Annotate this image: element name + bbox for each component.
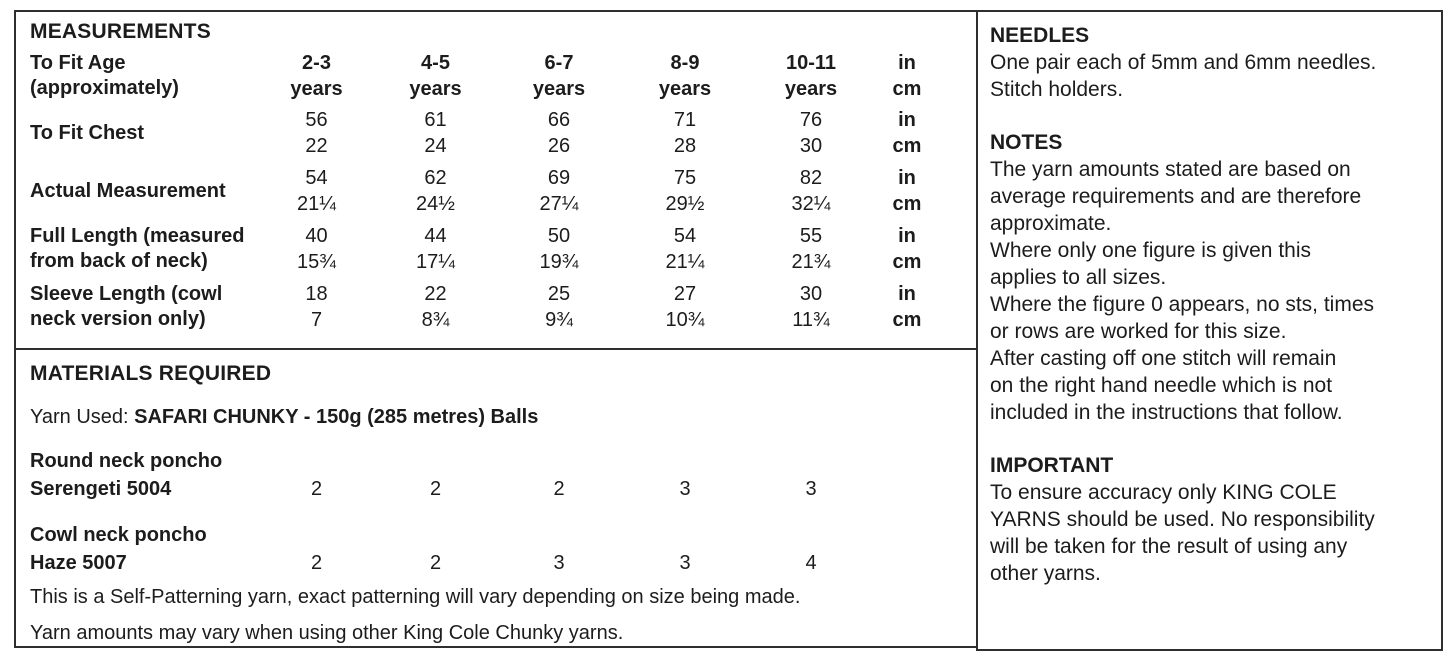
yarn-used-line: Yarn Used: SAFARI CHUNKY - 150g (285 met… <box>30 406 976 429</box>
info-sidebar: NEEDLES One pair each of 5mm and 6mm nee… <box>976 10 1443 651</box>
measurement-value: 71 28 <box>673 109 697 157</box>
notes-section: NOTES The yarn amounts stated are based … <box>990 129 1429 426</box>
units-column: in cm <box>892 283 922 331</box>
measurements-title: MEASUREMENTS <box>30 20 211 43</box>
yarn-used-value: SAFARI CHUNKY - 150g (285 metres) Balls <box>134 406 539 428</box>
measurement-value: 66 26 <box>547 109 571 157</box>
needles-title: NEEDLES <box>990 24 1090 47</box>
measurement-row-sleeve-length: Sleeve Length (cowl neck version only) 1… <box>30 278 976 336</box>
measurement-value: 50 19¾ <box>539 225 579 273</box>
ball-count: 3 <box>553 552 565 574</box>
measurement-value: 30 11¾ <box>792 283 830 331</box>
measurement-value: 44 17¼ <box>416 225 455 273</box>
size-column-header: 2-3 years <box>290 52 343 100</box>
yarn-row-cowl-neck-poncho: Cowl neck poncho Haze 5007 2 2 3 3 4 <box>30 521 976 577</box>
self-patterning-note: This is a Self-Patterning yarn, exact pa… <box>30 586 801 608</box>
measurement-value: 56 22 <box>305 109 328 157</box>
measurement-value: 40 15¾ <box>297 225 336 273</box>
important-title: IMPORTANT <box>990 454 1114 477</box>
measurement-value: 55 21¾ <box>791 225 831 273</box>
materials-title: MATERIALS REQUIRED <box>30 362 272 385</box>
yarn-used-label: Yarn Used: <box>30 406 129 428</box>
size-column-header: 10-11 years <box>784 52 838 100</box>
measurements-header-row: To Fit Age (approximately) 2-3 years 4-5… <box>30 48 976 104</box>
measurement-value: 25 9¾ <box>545 283 573 331</box>
measurement-value: 82 32¼ <box>791 167 831 215</box>
measurement-row-actual-measurement: Actual Measurement 54 21¼ 62 24½ 69 27¼ … <box>30 162 976 220</box>
ball-count: 2 <box>310 478 323 500</box>
units-column: in cm <box>892 109 922 157</box>
units-column: in cm <box>892 52 922 100</box>
measurement-value: 27 10¾ <box>665 283 705 331</box>
ball-count: 2 <box>429 552 442 574</box>
measurements-section: MEASUREMENTS To Fit Age (approximately) … <box>14 10 978 350</box>
materials-section: MATERIALS REQUIRED Yarn Used: SAFARI CHU… <box>14 348 978 648</box>
measurement-value: 76 30 <box>799 109 823 157</box>
ball-count: 2 <box>310 552 323 574</box>
yarn-amounts-note: Yarn amounts may vary when using other K… <box>30 622 624 644</box>
ball-count: 3 <box>679 552 691 574</box>
yarn-row-round-neck-poncho: Round neck poncho Serengeti 5004 2 2 2 3… <box>30 447 976 503</box>
measurement-value: 18 7 <box>305 283 328 331</box>
size-column-header: 8-9 years <box>658 52 712 100</box>
ball-count: 4 <box>805 552 817 574</box>
ball-count: 3 <box>805 478 817 500</box>
units-column: in cm <box>892 167 922 215</box>
measurement-value: 62 24½ <box>416 167 455 215</box>
measurement-value: 69 27¼ <box>539 167 579 215</box>
important-section: IMPORTANT To ensure accuracy only KING C… <box>990 452 1429 587</box>
measurement-row-to-fit-chest: To Fit Chest 56 22 61 24 66 26 71 28 76 … <box>30 104 976 162</box>
needles-section: NEEDLES One pair each of 5mm and 6mm nee… <box>990 22 1429 103</box>
measurement-row-full-length: Full Length (measured from back of neck)… <box>30 220 976 278</box>
units-column: in cm <box>892 225 922 273</box>
measurement-value: 54 21¼ <box>665 225 705 273</box>
size-column-header: 6-7 years <box>532 52 586 100</box>
measurement-value: 54 21¼ <box>297 167 336 215</box>
measurement-value: 75 29½ <box>665 167 705 215</box>
measurement-value: 22 8¾ <box>421 283 450 331</box>
notes-title: NOTES <box>990 131 1063 154</box>
ball-count: 2 <box>553 478 565 500</box>
row-label-to-fit-age: To Fit Age (approximately) <box>30 52 179 99</box>
ball-count: 3 <box>679 478 691 500</box>
ball-count: 2 <box>429 478 442 500</box>
size-column-header: 4-5 years <box>409 52 462 100</box>
measurement-value: 61 24 <box>424 109 447 157</box>
